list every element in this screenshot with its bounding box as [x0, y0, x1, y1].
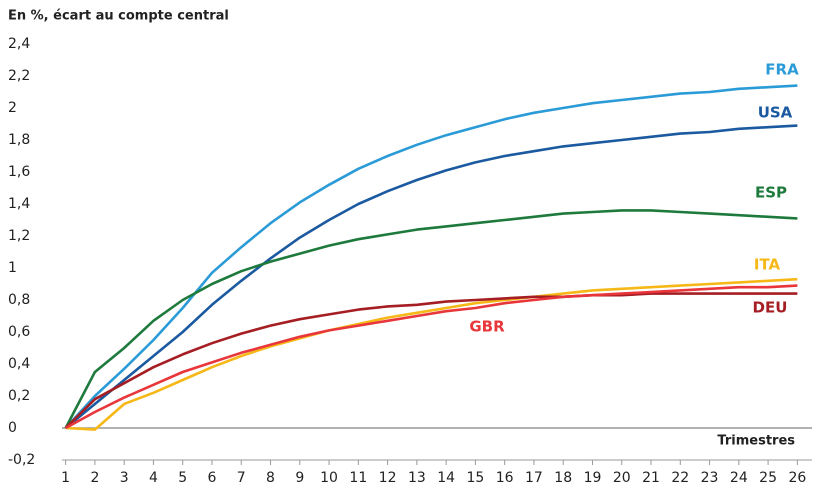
series-label: GBR — [469, 318, 505, 336]
x-tick-label: 7 — [237, 470, 246, 486]
series-line — [65, 277, 798, 431]
y-tick-label: 1,2 — [8, 228, 30, 244]
x-tick-label: 19 — [584, 470, 602, 486]
x-tick-label: 26 — [788, 470, 806, 486]
x-tick-label: 25 — [759, 470, 777, 486]
x-tick-label: 16 — [496, 470, 514, 486]
x-axis-label: Trimestres — [717, 434, 795, 449]
x-tick-label: 24 — [730, 470, 748, 486]
x-tick-label: 15 — [466, 470, 484, 486]
chart-title: En %, écart au compte central — [8, 9, 229, 24]
x-tick-label: 1 — [61, 470, 70, 486]
x-tick-label: 10 — [320, 470, 338, 486]
x-tick-label: 11 — [349, 470, 367, 486]
y-tick-label: 2,4 — [8, 36, 30, 52]
y-tick-label: 1,4 — [8, 196, 30, 212]
y-tick-label: 1 — [8, 260, 17, 276]
x-tick-label: 5 — [178, 470, 187, 486]
series-label: ITA — [754, 256, 781, 274]
y-tick-label: 0,4 — [8, 356, 30, 372]
y-tick-label: 0,8 — [8, 292, 30, 308]
y-tick-label: 0 — [8, 420, 17, 436]
x-tick-label: 14 — [437, 470, 455, 486]
x-tick-label: 22 — [671, 470, 689, 486]
x-tick-label: 8 — [266, 470, 275, 486]
series-label: DEU — [753, 299, 788, 317]
x-tick-label: 21 — [642, 470, 660, 486]
x-tick-label: 17 — [525, 470, 543, 486]
y-tick-label: 2,2 — [8, 68, 30, 84]
x-tick-label: 23 — [701, 470, 719, 486]
series-label: FRA — [765, 61, 799, 79]
x-tick-label: 12 — [379, 470, 397, 486]
y-tick-label: 1,8 — [8, 132, 30, 148]
y-tick-label: 2 — [8, 100, 17, 116]
x-tick-label: 2 — [90, 470, 99, 486]
x-tick-label: 9 — [295, 470, 304, 486]
series-line — [65, 284, 798, 430]
y-tick-label: 0,6 — [8, 324, 30, 340]
series-line — [64, 209, 798, 429]
series-line — [64, 124, 798, 430]
x-tick-label: 20 — [613, 470, 631, 486]
y-tick-label: -0,2 — [8, 452, 35, 468]
series-label: USA — [758, 104, 793, 122]
x-tick-label: 13 — [408, 470, 426, 486]
x-tick-label: 4 — [149, 470, 158, 486]
y-tick-label: 0,2 — [8, 388, 30, 404]
series-label: ESP — [755, 184, 787, 202]
x-tick-label: 3 — [120, 470, 129, 486]
series-line — [64, 292, 798, 429]
x-tick-label: 18 — [554, 470, 572, 486]
series-line — [64, 84, 798, 429]
y-tick-label: 1,6 — [8, 164, 30, 180]
x-tick-label: 6 — [208, 470, 217, 486]
